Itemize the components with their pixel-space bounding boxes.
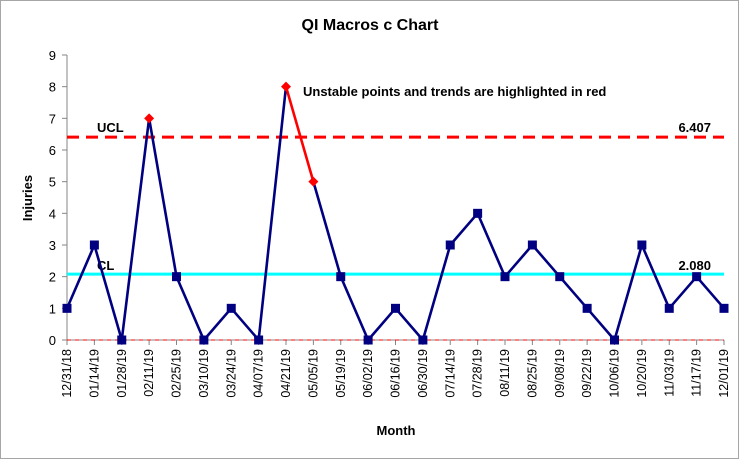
data-point bbox=[172, 272, 181, 282]
y-tick-label: 0 bbox=[49, 333, 56, 348]
x-tick-label: 10/20/19 bbox=[635, 349, 649, 398]
data-point bbox=[527, 240, 537, 250]
series-segment bbox=[257, 85, 288, 342]
y-tick-label: 8 bbox=[49, 80, 56, 95]
data-point bbox=[391, 303, 400, 313]
y-tick-label: 3 bbox=[49, 238, 56, 253]
data-point bbox=[473, 208, 483, 218]
data-point bbox=[582, 303, 592, 313]
data-point-highlighted bbox=[144, 113, 155, 124]
data-point bbox=[500, 272, 510, 282]
y-tick-label: 2 bbox=[49, 270, 56, 285]
y-tick-label: 5 bbox=[49, 175, 56, 190]
data-point bbox=[117, 335, 127, 345]
x-tick-label: 11/03/19 bbox=[662, 349, 676, 397]
axes: 0 1 2 3 4 5 6 7 8 9 12/31/18 01/14/19 01/28/19 02/11/… bbox=[49, 48, 731, 398]
series-segment bbox=[175, 275, 206, 342]
data-point bbox=[445, 240, 455, 250]
y-tick-label: 4 bbox=[49, 206, 56, 221]
series-segment bbox=[695, 275, 726, 310]
x-tick-label: 12/31/18 bbox=[60, 349, 74, 398]
ucl-label: UCL bbox=[97, 120, 124, 135]
x-tick-label: 03/10/19 bbox=[197, 349, 211, 398]
series-segment bbox=[503, 243, 534, 278]
series-segment bbox=[421, 243, 452, 342]
data-point bbox=[418, 335, 428, 345]
x-tick-label: 03/24/19 bbox=[224, 349, 238, 398]
data-point bbox=[226, 303, 236, 313]
cl-value-label: 2.080 bbox=[678, 258, 711, 273]
series-segment bbox=[312, 180, 343, 278]
series-segment bbox=[366, 307, 397, 342]
x-tick-label: 08/25/19 bbox=[525, 349, 539, 398]
data-point bbox=[719, 303, 729, 313]
x-tick-label: 05/05/19 bbox=[306, 349, 320, 398]
y-axis-label: Injuries bbox=[20, 175, 35, 221]
series-segment bbox=[284, 85, 315, 183]
x-tick-label: 07/14/19 bbox=[443, 349, 457, 398]
data-point-highlighted bbox=[308, 176, 319, 187]
data-point bbox=[254, 335, 264, 345]
data-point bbox=[336, 272, 346, 282]
data-point bbox=[637, 240, 647, 250]
data-point-highlighted bbox=[281, 81, 291, 92]
x-tick-label: 12/01/19 bbox=[717, 349, 731, 398]
series-segment bbox=[65, 243, 96, 310]
series-segment bbox=[448, 212, 479, 247]
data-series bbox=[62, 81, 729, 345]
x-tick-label: 06/16/19 bbox=[389, 349, 403, 398]
x-tick-label: 09/08/19 bbox=[553, 349, 567, 398]
data-point bbox=[555, 272, 565, 282]
unstable-annotation: Unstable points and trends are highlight… bbox=[303, 84, 606, 99]
y-tick-label: 9 bbox=[49, 48, 56, 63]
ucl-value-label: 6.407 bbox=[678, 120, 711, 135]
data-point bbox=[363, 335, 373, 345]
series-segment bbox=[640, 243, 671, 310]
series-segment bbox=[229, 307, 260, 342]
chart-title: QI Macros c Chart bbox=[302, 17, 440, 34]
series-segment bbox=[120, 117, 151, 342]
series-segment bbox=[613, 243, 644, 342]
x-axis-label: Month bbox=[377, 423, 416, 438]
x-tick-label: 06/30/19 bbox=[416, 349, 430, 398]
series-segment bbox=[339, 275, 370, 342]
x-tick-label: 05/19/19 bbox=[334, 349, 348, 398]
x-tick-label: 10/06/19 bbox=[608, 349, 622, 398]
x-tick-label: 04/21/19 bbox=[279, 349, 293, 398]
data-point bbox=[62, 303, 72, 313]
series-segment bbox=[531, 243, 562, 278]
series-segment bbox=[202, 307, 233, 342]
x-tick-label: 04/07/19 bbox=[252, 349, 266, 398]
x-tick-label: 02/25/19 bbox=[170, 349, 184, 398]
data-point bbox=[610, 335, 619, 345]
series-segment bbox=[147, 117, 178, 278]
y-tick-label: 1 bbox=[49, 301, 56, 316]
x-tick-label: 06/02/19 bbox=[361, 349, 375, 398]
data-point bbox=[199, 335, 209, 345]
series-segment bbox=[667, 275, 698, 310]
data-point bbox=[692, 272, 702, 282]
data-point bbox=[89, 240, 99, 250]
series-segment bbox=[394, 307, 425, 342]
x-tick-label: 01/14/19 bbox=[87, 349, 101, 398]
x-tick-label: 08/11/19 bbox=[498, 349, 512, 397]
series-segment bbox=[585, 307, 616, 342]
x-tick-label: 09/22/19 bbox=[580, 349, 594, 398]
x-tick-label: 11/17/19 bbox=[690, 349, 704, 397]
data-point bbox=[664, 303, 674, 313]
series-segment bbox=[476, 212, 507, 278]
x-tick-label: 07/28/19 bbox=[471, 349, 485, 398]
series-segment bbox=[558, 275, 589, 310]
y-tick-label: 6 bbox=[49, 143, 56, 158]
y-tick-label: 7 bbox=[49, 111, 56, 126]
x-tick-label: 02/11/19 bbox=[142, 349, 156, 397]
series-segment bbox=[93, 243, 124, 342]
x-tick-label: 01/28/19 bbox=[115, 349, 129, 398]
